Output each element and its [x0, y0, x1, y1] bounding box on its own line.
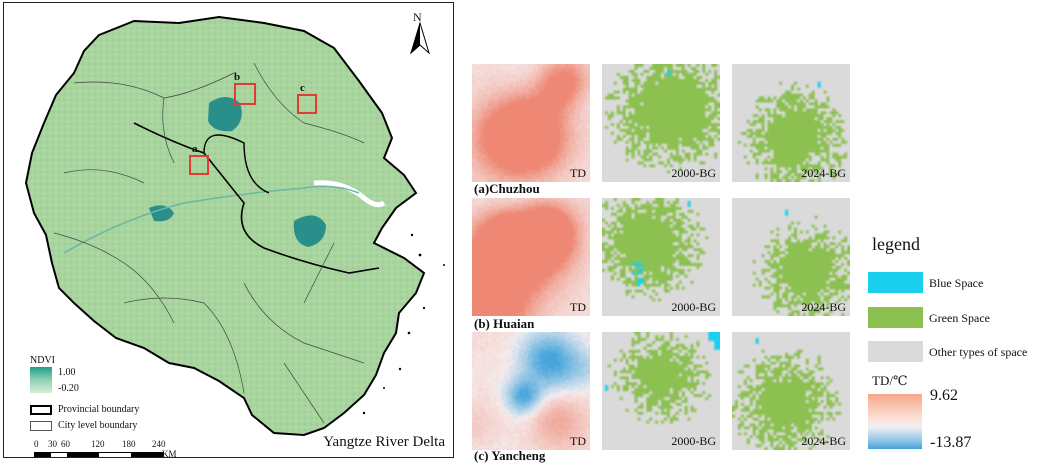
- provincial-boundary-2: [203, 134, 270, 194]
- city-boundary-swatch: [30, 421, 52, 431]
- tile-label: TD: [570, 434, 586, 448]
- ndvi-title: NDVI: [30, 355, 55, 366]
- tile-label: 2000-BG: [671, 166, 716, 180]
- other-space-swatch: [868, 341, 923, 362]
- bg-raster: [732, 198, 850, 316]
- site-box-b: [234, 83, 256, 105]
- taihu-lake: [293, 215, 326, 247]
- bg-raster: [602, 64, 720, 182]
- td-raster: [472, 64, 590, 182]
- tile-label: TD: [570, 166, 586, 180]
- bg-raster: [732, 64, 850, 182]
- scale-unit: KM: [162, 449, 177, 458]
- td-min-label: -13.87: [930, 434, 972, 451]
- tile-chuzhou-td: TD: [472, 64, 590, 182]
- tile-label: 2000-BG: [671, 300, 716, 314]
- ndvi-min-label: -0.20: [58, 383, 79, 394]
- td-raster: [472, 332, 590, 450]
- tile-chuzhou-2000-bg: 2000-BG: [602, 64, 720, 182]
- blue-space-swatch: [868, 272, 923, 293]
- tile-label: 2024-BG: [801, 166, 846, 180]
- tile-yancheng-2024-bg: 2024-BG: [732, 332, 850, 450]
- tile-yancheng-2000-bg: 2000-BG: [602, 332, 720, 450]
- other-space-label: Other types of space: [929, 345, 1028, 359]
- north-label: N: [413, 10, 422, 24]
- ndvi-colorbar: [30, 367, 52, 393]
- tile-huaian-2024-bg: 2024-BG: [732, 198, 850, 316]
- study-area-map: N a b c NDVI 1.00 -0.20 Provincial bound…: [3, 2, 454, 458]
- tile-huaian-2000-bg: 2000-BG: [602, 198, 720, 316]
- yangtze-river: [63, 185, 360, 254]
- td-raster: [472, 198, 590, 316]
- tile-label: 2024-BG: [801, 300, 846, 314]
- yangtze-delta-map-graphic: [24, 15, 445, 437]
- city-boundaries: [53, 62, 365, 424]
- yangtze-estuary: [313, 180, 386, 208]
- tile-label: 2024-BG: [801, 434, 846, 448]
- tile-label: TD: [570, 300, 586, 314]
- blue-space-label: Blue Space: [929, 276, 984, 290]
- site-letter-b: b: [234, 71, 241, 83]
- site-letter-c: c: [300, 82, 305, 94]
- bg-raster: [732, 332, 850, 450]
- scale-tick: 0: [34, 439, 39, 449]
- td-max-label: 9.62: [930, 387, 958, 404]
- td-colorbar-title: TD/℃: [872, 373, 908, 388]
- bg-raster: [602, 332, 720, 450]
- row-label-huaian: (b) Huaian: [474, 316, 535, 331]
- map-title: Yangtze River Delta: [323, 434, 445, 450]
- scale-tick: 180: [122, 439, 136, 449]
- tile-yancheng-td: TD: [472, 332, 590, 450]
- row-label-yancheng: (c) Yancheng: [474, 448, 546, 463]
- row-label-chuzhou: (a)Chuzhou: [474, 181, 540, 196]
- chaohu-lake: [149, 205, 174, 222]
- tile-chuzhou-2024-bg: 2024-BG: [732, 64, 850, 182]
- tile-huaian-td: TD: [472, 198, 590, 316]
- scale-tick: 30: [48, 439, 57, 449]
- north-arrow-icon: [410, 21, 430, 55]
- scale-tick: 120: [91, 439, 105, 449]
- site-box-c: [297, 94, 317, 114]
- td-colorbar: [868, 394, 922, 449]
- provincial-boundary-label: Provincial boundary: [58, 404, 140, 415]
- scale-tick: 60: [61, 439, 70, 449]
- bg-raster: [602, 198, 720, 316]
- delta-landmass: [24, 15, 426, 437]
- scale-bar-graphic: [34, 452, 164, 457]
- provincial-boundary-swatch: [30, 405, 52, 415]
- scale-tick: 240: [152, 439, 166, 449]
- scale-ticks: 0 30 60 120 180 240: [34, 439, 194, 451]
- city-boundary-label: City level boundary: [58, 420, 138, 431]
- site-letter-a: a: [192, 143, 198, 155]
- hongze-lake: [208, 97, 242, 132]
- green-space-swatch: [868, 307, 923, 328]
- green-space-label: Green Space: [929, 311, 990, 325]
- site-box-a: [189, 155, 209, 175]
- tile-label: 2000-BG: [671, 434, 716, 448]
- legend-title: legend: [872, 234, 920, 254]
- coastal-islands: [362, 233, 445, 415]
- ndvi-max-label: 1.00: [58, 367, 76, 378]
- provincial-boundary-1: [133, 122, 380, 274]
